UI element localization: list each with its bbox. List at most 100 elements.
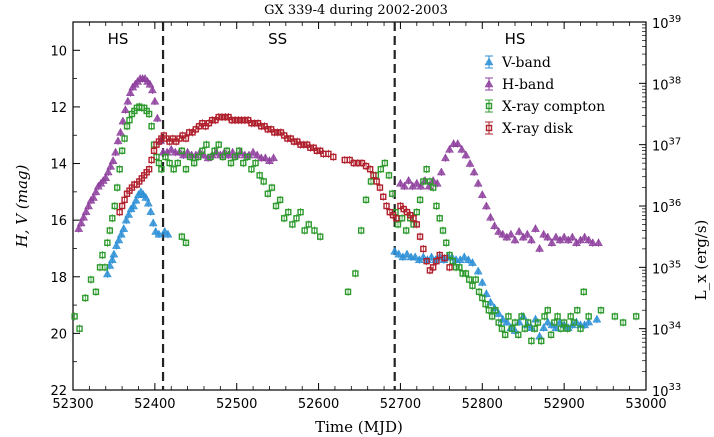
data-point	[150, 147, 158, 155]
data-point	[410, 252, 420, 261]
data-point	[506, 229, 516, 238]
data-point	[498, 229, 508, 238]
data-point	[524, 319, 532, 326]
data-point	[150, 96, 160, 105]
legend-marker	[484, 57, 494, 66]
x-tick-label: 53000	[625, 397, 666, 412]
data-point	[170, 165, 177, 173]
data-point	[274, 129, 281, 136]
data-point	[186, 153, 194, 161]
data-point	[300, 141, 308, 148]
series-x-ray-disk	[116, 113, 453, 275]
data-point	[492, 307, 499, 314]
data-point	[461, 150, 471, 159]
y-left-tick-labels: 10 12 14 16 18 20 22	[50, 44, 67, 399]
data-point	[305, 221, 312, 228]
data-point	[505, 313, 512, 320]
data-point	[502, 317, 512, 326]
data-point	[559, 232, 569, 241]
legend-label: V-band	[501, 55, 551, 71]
data-point	[580, 232, 590, 241]
data-point	[116, 165, 123, 173]
data-point	[522, 229, 532, 238]
data-point	[564, 325, 571, 332]
data-point	[436, 167, 446, 176]
data-point	[272, 202, 280, 210]
data-point	[416, 181, 426, 190]
y-left-tick-label: 16	[50, 214, 67, 229]
data-point	[109, 215, 116, 222]
data-point	[118, 202, 126, 210]
data-point	[116, 208, 123, 216]
data-point	[228, 116, 236, 124]
data-point	[84, 201, 93, 210]
data-point	[370, 172, 377, 179]
data-point	[116, 127, 125, 136]
data-point	[433, 258, 440, 265]
data-point	[120, 105, 130, 114]
data-point	[457, 144, 467, 153]
data-point	[531, 325, 538, 332]
data-point	[227, 159, 235, 167]
data-point	[116, 229, 126, 238]
data-point	[380, 193, 387, 201]
data-point	[121, 196, 128, 204]
data-point	[215, 141, 222, 148]
data-point	[248, 165, 255, 173]
y-right-tick-label: 1037	[652, 137, 681, 155]
data-point	[276, 196, 284, 204]
data-point	[423, 165, 430, 173]
data-point	[155, 159, 163, 167]
data-point	[145, 110, 153, 118]
data-point	[544, 307, 551, 314]
data-point	[441, 254, 448, 262]
data-point	[101, 264, 109, 271]
data-point	[186, 129, 193, 136]
series-h-band	[74, 74, 603, 253]
data-point	[592, 314, 602, 323]
data-point	[531, 224, 540, 232]
data-point	[477, 190, 487, 198]
data-point	[390, 246, 400, 255]
data-point	[166, 159, 173, 167]
y-right-tick-label: 1036	[652, 198, 681, 216]
data-point	[271, 129, 278, 136]
data-point	[215, 113, 222, 121]
data-point	[313, 147, 321, 155]
data-point	[445, 144, 454, 153]
x-tick-label: 52600	[298, 397, 339, 412]
data-point	[152, 113, 162, 122]
data-point	[76, 218, 86, 227]
data-point	[125, 88, 135, 97]
y-right-tick-label: 1035	[652, 259, 681, 277]
data-point	[473, 266, 483, 275]
data-point	[129, 201, 139, 210]
data-point	[488, 313, 496, 320]
data-point	[290, 138, 298, 145]
data-point	[376, 184, 384, 191]
data-point	[131, 195, 141, 204]
data-point	[350, 159, 357, 167]
data-point	[264, 126, 272, 133]
data-point	[285, 208, 292, 216]
data-point	[436, 215, 443, 222]
data-point	[426, 178, 434, 185]
data-point	[231, 153, 239, 161]
data-point	[446, 264, 453, 271]
data-point	[111, 241, 121, 249]
x-tick-label: 52700	[380, 397, 421, 412]
data-point	[632, 313, 640, 320]
data-point	[207, 153, 214, 161]
data-point	[354, 159, 362, 167]
data-point	[103, 167, 113, 176]
data-point	[567, 313, 574, 320]
data-point	[174, 159, 181, 167]
data-point	[377, 165, 384, 173]
data-point	[297, 141, 304, 148]
data-point	[104, 239, 111, 247]
data-point	[441, 153, 450, 162]
data-point	[557, 325, 565, 332]
data-point	[126, 116, 133, 124]
data-point	[366, 165, 374, 173]
data-point	[106, 227, 114, 234]
